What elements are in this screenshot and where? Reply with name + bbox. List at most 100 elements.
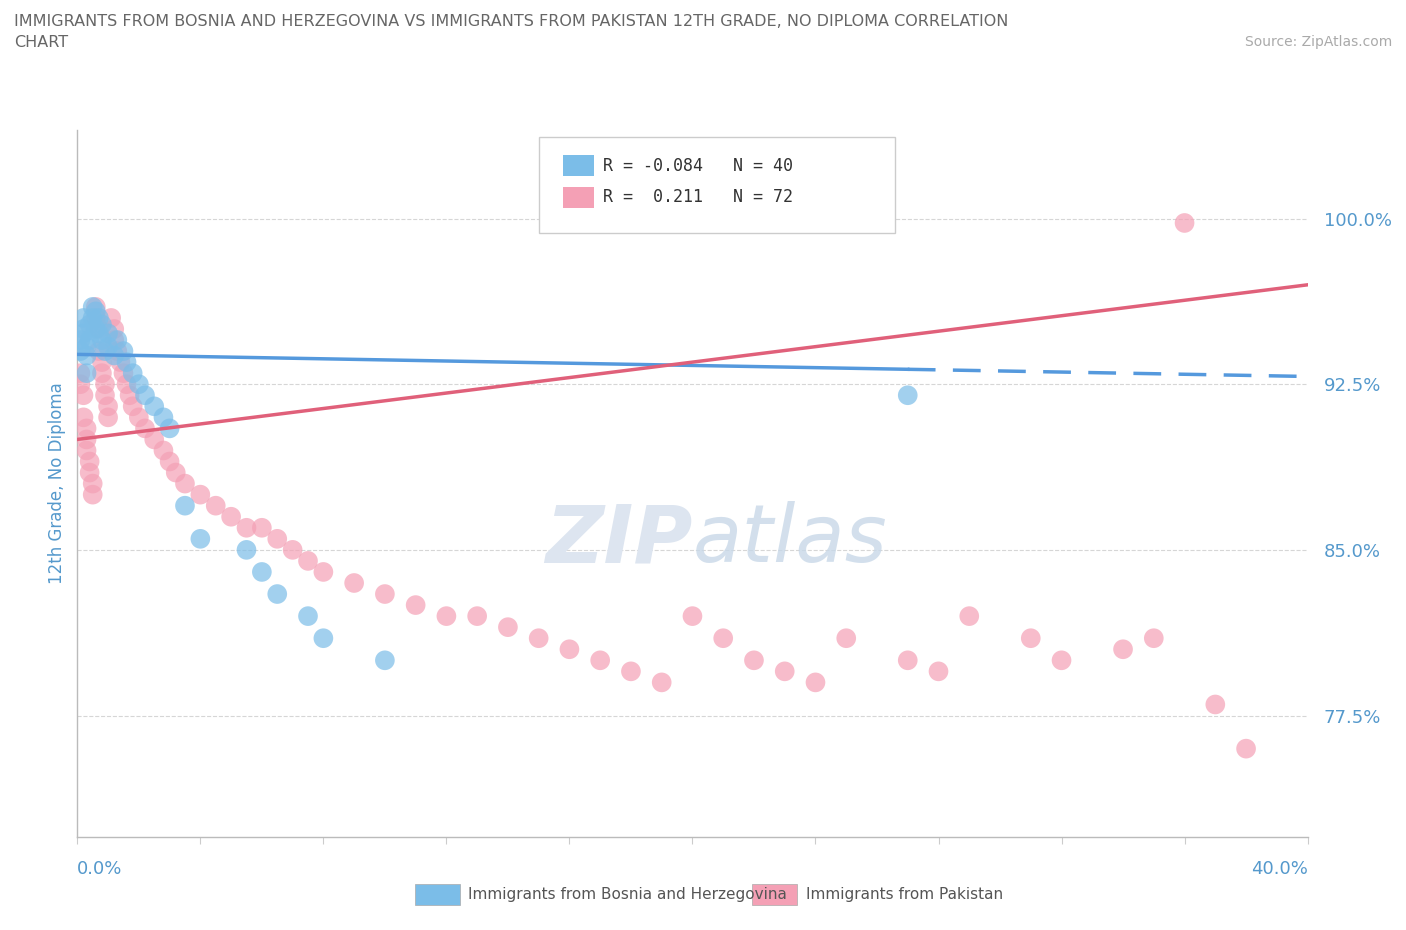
Point bbox=[118, 388, 141, 403]
Point bbox=[115, 354, 138, 369]
Point bbox=[266, 531, 288, 546]
Text: ZIP: ZIP bbox=[546, 501, 693, 579]
Point bbox=[651, 675, 673, 690]
Point bbox=[105, 343, 128, 358]
Point bbox=[143, 432, 166, 446]
Point bbox=[312, 565, 335, 579]
Point bbox=[115, 377, 138, 392]
Point bbox=[374, 587, 396, 602]
Point bbox=[87, 343, 110, 358]
Point bbox=[97, 326, 120, 340]
Point bbox=[90, 333, 114, 348]
Point bbox=[128, 410, 150, 425]
Point bbox=[90, 354, 114, 369]
Point bbox=[121, 365, 143, 380]
Text: CHART: CHART bbox=[14, 35, 67, 50]
Point bbox=[235, 520, 257, 535]
Point bbox=[79, 465, 101, 480]
FancyBboxPatch shape bbox=[538, 138, 896, 232]
Point bbox=[72, 311, 94, 325]
Point bbox=[103, 348, 125, 363]
Point bbox=[69, 333, 91, 348]
Point bbox=[103, 322, 125, 337]
Point bbox=[94, 377, 117, 392]
Point bbox=[204, 498, 226, 513]
Point bbox=[897, 653, 920, 668]
Text: Immigrants from Bosnia and Herzegovina: Immigrants from Bosnia and Herzegovina bbox=[468, 887, 787, 902]
Text: atlas: atlas bbox=[693, 501, 887, 579]
Point bbox=[465, 608, 488, 623]
Point bbox=[110, 354, 132, 369]
Point bbox=[84, 311, 107, 325]
Y-axis label: 12th Grade, No Diploma: 12th Grade, No Diploma bbox=[48, 383, 66, 584]
Point bbox=[76, 348, 98, 363]
Point bbox=[79, 333, 101, 348]
Point bbox=[1143, 631, 1166, 645]
Point bbox=[620, 664, 643, 679]
Bar bbox=[564, 187, 595, 208]
Point bbox=[69, 343, 91, 358]
Point bbox=[90, 317, 114, 332]
Point bbox=[143, 399, 166, 414]
Point bbox=[297, 553, 319, 568]
Text: 0.0%: 0.0% bbox=[77, 860, 122, 878]
Point bbox=[558, 642, 581, 657]
Point bbox=[1234, 741, 1257, 756]
Point bbox=[235, 542, 257, 557]
Point bbox=[1050, 653, 1073, 668]
Point bbox=[343, 576, 366, 591]
Point bbox=[374, 653, 396, 668]
Point bbox=[103, 333, 125, 348]
Point bbox=[897, 388, 920, 403]
Point bbox=[82, 311, 104, 325]
Point bbox=[174, 476, 197, 491]
Point bbox=[134, 388, 156, 403]
Point bbox=[121, 399, 143, 414]
Point bbox=[152, 410, 174, 425]
Point bbox=[188, 531, 212, 546]
Point bbox=[436, 608, 458, 623]
Text: R =  0.211   N = 72: R = 0.211 N = 72 bbox=[603, 189, 793, 206]
Point bbox=[84, 304, 107, 319]
Point bbox=[1112, 642, 1135, 657]
Point bbox=[312, 631, 335, 645]
Point bbox=[87, 322, 110, 337]
Point bbox=[928, 664, 950, 679]
Point bbox=[957, 608, 980, 623]
Point bbox=[219, 510, 242, 525]
Text: 40.0%: 40.0% bbox=[1251, 860, 1308, 878]
Point bbox=[1174, 216, 1197, 231]
Point bbox=[682, 608, 704, 623]
Text: R = -0.084   N = 40: R = -0.084 N = 40 bbox=[603, 156, 793, 175]
Point bbox=[97, 399, 120, 414]
Text: Immigrants from Pakistan: Immigrants from Pakistan bbox=[806, 887, 1002, 902]
Point bbox=[72, 410, 94, 425]
Point bbox=[281, 542, 304, 557]
Point bbox=[804, 675, 827, 690]
Point bbox=[496, 619, 519, 634]
Point bbox=[72, 322, 94, 337]
Point bbox=[76, 443, 98, 458]
Point bbox=[94, 343, 117, 358]
Point bbox=[250, 565, 273, 579]
Point bbox=[835, 631, 858, 645]
Point bbox=[72, 326, 94, 340]
Point bbox=[405, 598, 427, 613]
Point bbox=[76, 339, 98, 354]
Point bbox=[97, 339, 120, 354]
Point bbox=[69, 377, 91, 392]
Point bbox=[112, 365, 135, 380]
Point bbox=[87, 311, 110, 325]
Point bbox=[82, 299, 104, 314]
Point bbox=[94, 388, 117, 403]
Point bbox=[84, 299, 107, 314]
Point bbox=[76, 432, 98, 446]
Point bbox=[589, 653, 612, 668]
Point bbox=[72, 388, 94, 403]
Point bbox=[165, 465, 187, 480]
Point bbox=[112, 343, 135, 358]
Point bbox=[527, 631, 550, 645]
Text: Source: ZipAtlas.com: Source: ZipAtlas.com bbox=[1244, 35, 1392, 49]
Point bbox=[76, 421, 98, 436]
Point bbox=[1019, 631, 1042, 645]
